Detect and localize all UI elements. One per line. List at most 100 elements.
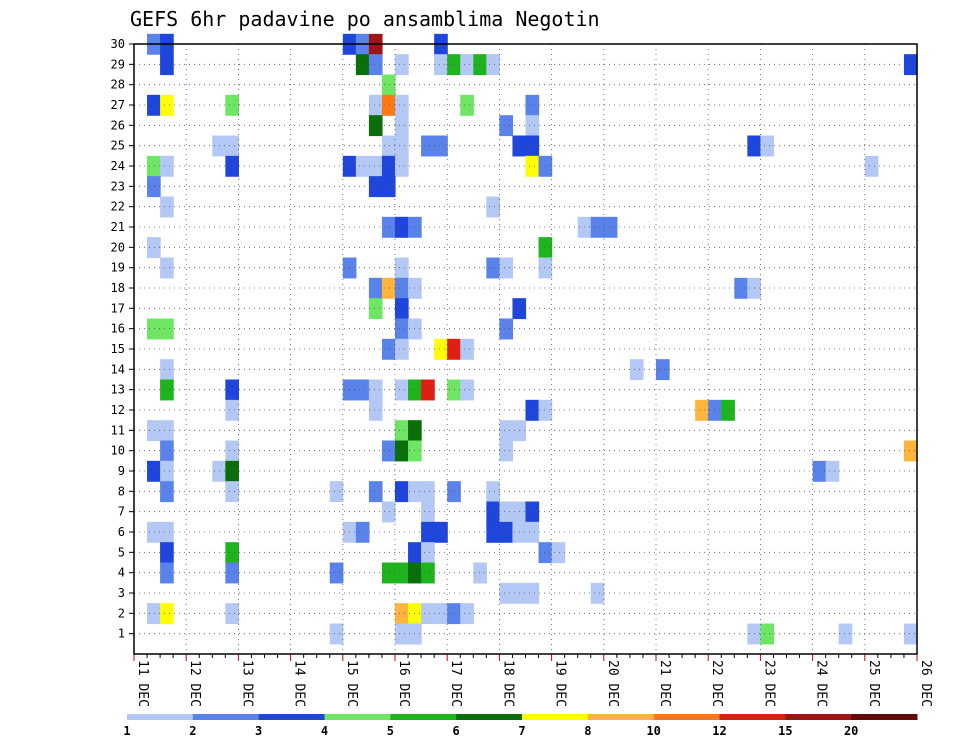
heatmap-cell <box>368 115 383 137</box>
heatmap-cell <box>421 481 435 503</box>
heatmap-cell <box>499 318 514 340</box>
y-tick-label: 15 <box>111 342 125 356</box>
heatmap-cell <box>395 257 409 279</box>
heatmap-cell <box>434 338 448 360</box>
heatmap-cell <box>395 379 409 401</box>
colorbar-label: 6 <box>453 724 460 738</box>
heatmap-cell <box>395 318 409 340</box>
heatmap-cell <box>160 420 174 442</box>
colorbar-label: 1 <box>123 724 130 738</box>
heatmap-cell <box>395 94 409 116</box>
heatmap-cell <box>381 155 396 177</box>
x-tick-label: 18 DEC <box>500 660 515 707</box>
colorbar-segment <box>390 714 457 720</box>
heatmap-cell <box>395 298 409 320</box>
heatmap-cell <box>460 54 474 76</box>
heatmap-cell <box>825 460 840 482</box>
heatmap-cell <box>460 603 474 625</box>
heatmap-cell <box>368 481 383 503</box>
heatmap-cell <box>525 501 540 523</box>
y-tick-label: 8 <box>118 484 125 498</box>
heatmap-cell <box>421 501 435 523</box>
heatmap-cell <box>160 359 174 381</box>
heatmap-cell <box>355 379 370 401</box>
heatmap-cell <box>381 277 396 299</box>
heatmap-cell <box>525 155 540 177</box>
heatmap-cell <box>225 460 239 482</box>
colorbar-segment <box>785 714 852 720</box>
colorbar-segment <box>653 714 720 720</box>
heatmap-cell <box>381 440 396 462</box>
heatmap-cell <box>421 379 435 401</box>
x-tick-label: 16 DEC <box>396 660 411 707</box>
heatmap-cell <box>160 440 174 462</box>
heatmap-cell <box>473 562 487 584</box>
heatmap-cell <box>486 521 500 543</box>
heatmap-cell <box>486 501 500 523</box>
y-tick-label: 26 <box>111 118 125 132</box>
heatmap-cell <box>421 603 435 625</box>
heatmap-cell <box>538 155 553 177</box>
y-tick-label: 24 <box>111 159 125 173</box>
y-tick-label: 3 <box>118 586 125 600</box>
heatmap-cell <box>368 298 383 320</box>
colorbar-segment <box>456 714 523 720</box>
heatmap-cell <box>395 277 409 299</box>
heatmap-cell <box>225 155 239 177</box>
y-tick-label: 10 <box>111 444 125 458</box>
heatmap-cell <box>525 135 540 157</box>
y-tick-label: 4 <box>118 566 125 580</box>
heatmap-cell <box>499 501 514 523</box>
heatmap-cell <box>629 359 644 381</box>
heatmap-cell <box>225 379 239 401</box>
heatmap-cell <box>368 399 383 421</box>
heatmap-cell <box>590 216 605 238</box>
heatmap-cell <box>395 623 409 645</box>
y-tick-label: 20 <box>111 240 125 254</box>
y-axis-ticks: 1234567891011121314151617181920212223242… <box>111 37 134 641</box>
heatmap-cell <box>329 623 344 645</box>
colorbar-segment <box>522 714 589 720</box>
heatmap-cell <box>355 155 370 177</box>
y-tick-label: 25 <box>111 139 125 153</box>
y-tick-label: 2 <box>118 606 125 620</box>
heatmap-cell <box>486 196 500 218</box>
heatmap-cell <box>721 399 735 421</box>
heatmap-cell <box>395 440 409 462</box>
heatmap-cell <box>486 481 500 503</box>
heatmap-cell <box>147 155 161 177</box>
colorbar-label: 2 <box>189 724 196 738</box>
y-tick-label: 9 <box>118 464 125 478</box>
y-tick-label: 12 <box>111 403 125 417</box>
y-tick-label: 19 <box>111 261 125 275</box>
x-tick-label: 21 DEC <box>657 660 672 707</box>
heatmap-cell <box>160 379 174 401</box>
heatmap-cell <box>329 481 344 503</box>
heatmap-cell <box>473 54 487 76</box>
heatmap-cell <box>421 542 435 564</box>
x-tick-label: 11 DEC <box>135 660 150 707</box>
y-tick-label: 5 <box>118 545 125 559</box>
heatmap-cell <box>499 440 514 462</box>
heatmap-cell <box>381 501 396 523</box>
x-tick-label: 12 DEC <box>187 660 202 707</box>
y-tick-label: 11 <box>111 423 125 437</box>
heatmap-cell <box>538 257 553 279</box>
heatmap-cell <box>525 399 540 421</box>
y-tick-label: 27 <box>111 98 125 112</box>
colorbar-segment <box>587 714 655 720</box>
heatmap-cell <box>368 176 383 198</box>
heatmap-cell <box>381 74 396 96</box>
heatmap-cell <box>225 440 239 462</box>
x-tick-label: 17 DEC <box>448 660 463 707</box>
heatmap-cell <box>525 94 540 116</box>
x-tick-label: 26 DEC <box>918 660 933 707</box>
colorbar-segment <box>127 714 194 720</box>
heatmap-cell <box>368 94 383 116</box>
x-tick-label: 22 DEC <box>709 660 724 707</box>
colorbar-segment <box>719 714 786 720</box>
heatmap-cell <box>147 318 161 340</box>
y-tick-label: 29 <box>111 57 125 71</box>
heatmap-cell <box>460 379 474 401</box>
heatmap-cell <box>225 135 239 157</box>
